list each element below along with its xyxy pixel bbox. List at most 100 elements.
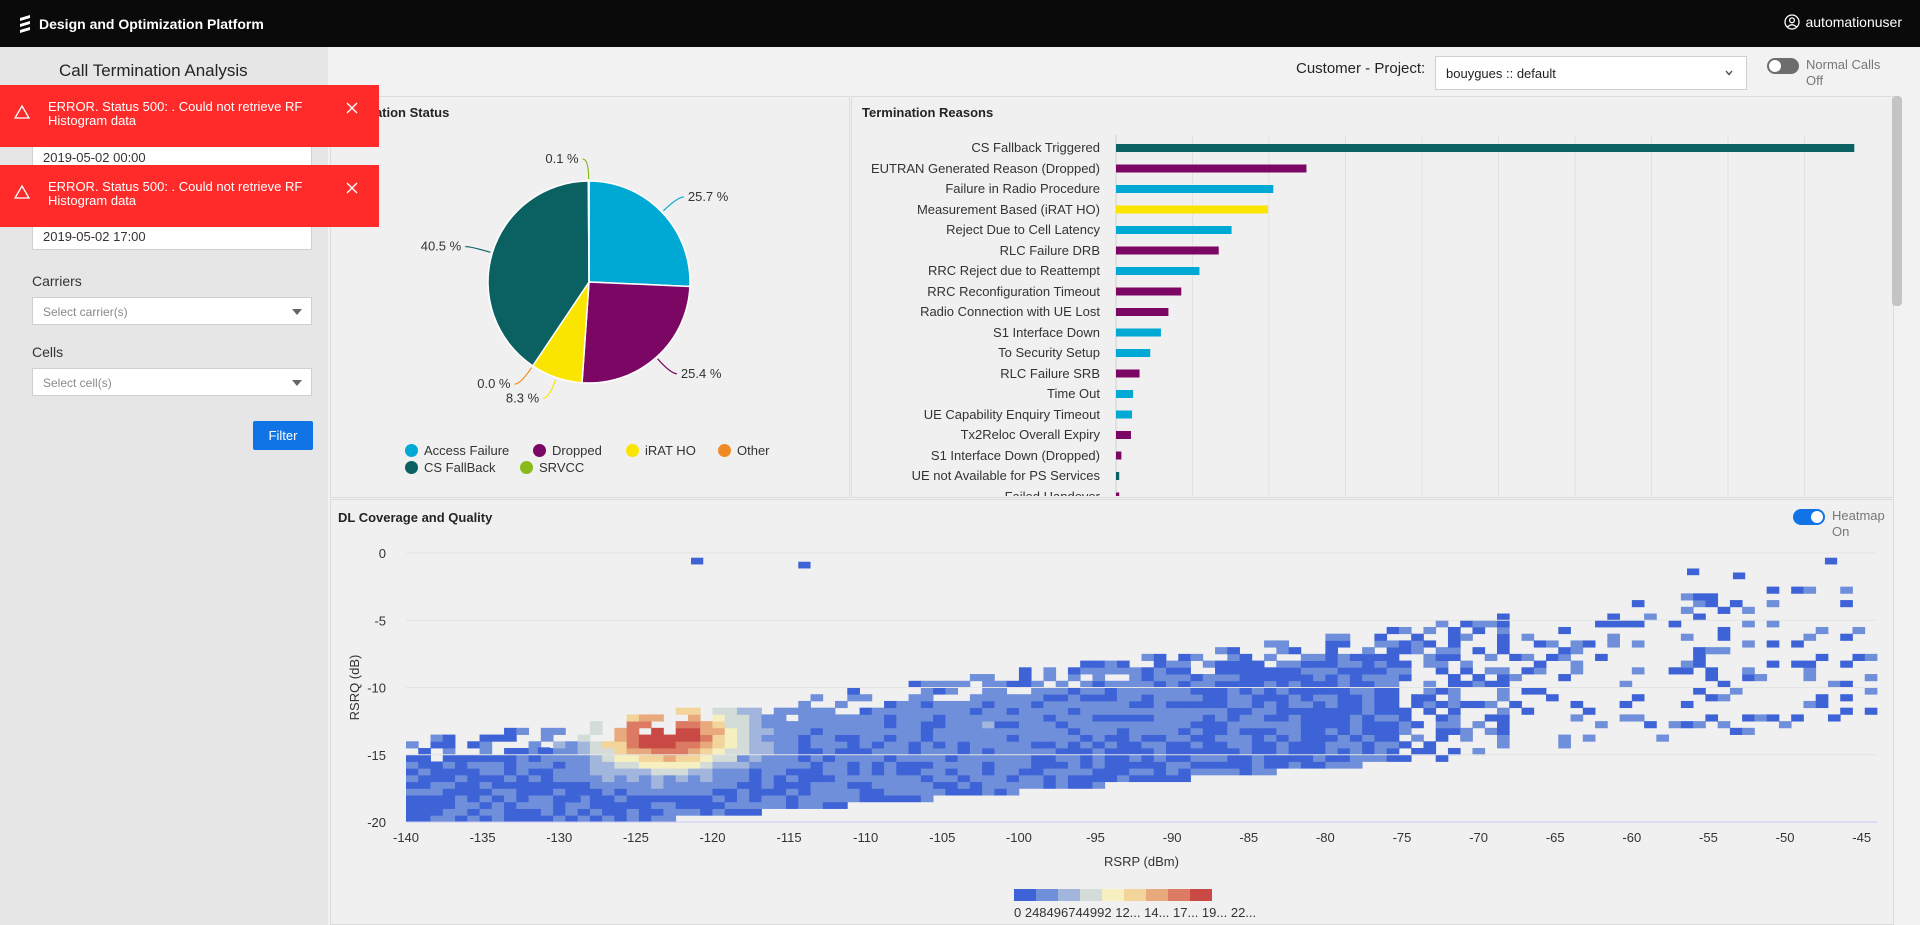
pie-slice[interactable] [487, 180, 590, 367]
heatmap-cell [712, 788, 726, 796]
heatmap-cell [700, 801, 713, 809]
heatmap-cell [1276, 700, 1289, 709]
bar[interactable] [1116, 390, 1134, 398]
heatmap-cell [1337, 694, 1351, 702]
heatmap-cell [712, 754, 726, 762]
legend-item[interactable]: SRVCC [520, 460, 584, 475]
heatmap-cell [1447, 626, 1461, 635]
heatmap-cell [712, 734, 726, 742]
normal-calls-state: Off [1806, 73, 1824, 88]
heatmap-cell [736, 741, 750, 749]
pie-slice[interactable] [587, 180, 590, 283]
heatmap-cell [418, 768, 431, 776]
heatmap-cell [553, 788, 566, 796]
heatmap-toggle[interactable] [1793, 509, 1825, 525]
bar[interactable] [1116, 287, 1182, 296]
heatmap-cell [1166, 748, 1179, 756]
pie-slice[interactable] [588, 180, 691, 288]
bar[interactable] [1116, 492, 1120, 497]
bar[interactable] [1116, 410, 1133, 419]
heatmap-cell [1104, 754, 1118, 762]
heatmap-cell [1178, 761, 1191, 769]
heatmap-cell [1190, 674, 1204, 682]
heatmap-cell [1055, 754, 1069, 762]
heatmap-cell [479, 788, 493, 796]
heatmap-cell [1337, 653, 1351, 661]
heatmap-cell [896, 795, 909, 803]
heatmap-cell [957, 761, 971, 769]
heatmap-cell [1349, 680, 1363, 688]
filter-button[interactable]: Filter [253, 421, 313, 450]
heatmap-cell [1680, 660, 1694, 668]
close-icon[interactable] [345, 181, 359, 195]
heatmap-cell [663, 788, 677, 796]
carriers-select[interactable]: Select carrier(s) [32, 297, 312, 325]
bar[interactable] [1116, 164, 1307, 173]
bar[interactable] [1116, 226, 1232, 234]
legend-item[interactable]: CS FallBack [405, 460, 496, 475]
colorbar-swatch [1146, 889, 1168, 901]
bar[interactable] [1116, 328, 1161, 337]
bar[interactable] [1116, 431, 1131, 439]
heatmap-cell [1227, 647, 1240, 655]
heatmap-cell [1227, 660, 1240, 668]
heatmap-cell [700, 761, 713, 769]
heatmap-cell [1067, 741, 1081, 749]
heatmap-cell [1374, 721, 1388, 729]
bar[interactable] [1116, 451, 1122, 460]
project-select[interactable]: bouygues :: default [1435, 56, 1747, 90]
bar[interactable] [1116, 369, 1140, 378]
bar[interactable] [1116, 205, 1268, 214]
close-icon[interactable] [345, 101, 359, 115]
legend-item[interactable]: Access Failure [405, 443, 509, 458]
bar[interactable] [1116, 349, 1151, 357]
heatmap-cell [1067, 667, 1081, 675]
heatmap-cell [1496, 667, 1510, 675]
legend-item[interactable]: Dropped [533, 443, 602, 458]
heatmap-cell [1509, 653, 1522, 661]
bar[interactable] [1116, 267, 1200, 275]
bar[interactable] [1116, 144, 1855, 152]
heatmap-cell [565, 801, 579, 809]
heatmap-cell [1239, 741, 1253, 749]
user-menu[interactable]: automationuser [1784, 14, 1902, 30]
heatmap-cell [1337, 640, 1351, 648]
heatmap-cell [1313, 667, 1326, 675]
heatmap-cell [835, 788, 848, 796]
heatmap-cell [712, 741, 726, 749]
heatmap-cell [1607, 620, 1620, 628]
heatmap-cell [1398, 741, 1412, 749]
heatmap-cell [700, 721, 713, 729]
heatmap-cell [1717, 694, 1731, 702]
app-brand[interactable]: Design and Optimization Platform [18, 13, 264, 35]
heatmap-cell [1092, 721, 1106, 729]
heatmap-cell [1202, 768, 1216, 776]
heatmap-cell [430, 815, 444, 823]
heatmap-cell [712, 761, 726, 769]
legend-item[interactable]: Other [718, 443, 770, 458]
heatmap-cell [835, 795, 848, 803]
heatmap-cell [773, 721, 787, 729]
normal-calls-toggle[interactable] [1767, 58, 1799, 74]
reasons-scrollbar[interactable] [1892, 96, 1902, 306]
cells-select[interactable]: Select cell(s) [32, 368, 312, 396]
heatmap-cell [920, 788, 934, 796]
heatmap-cell [504, 734, 517, 742]
bar[interactable] [1116, 308, 1169, 316]
heatmap-cell [1619, 620, 1633, 628]
heatmap-cell [1190, 734, 1204, 742]
dl-coverage-heatmap: 0-5-10-15-20-140 -135 -130 -125 -120 -115 -110… [347, 546, 1878, 920]
heatmap-cell [700, 734, 713, 742]
bar[interactable] [1116, 472, 1120, 480]
pie-slice[interactable] [581, 281, 691, 384]
heatmap-cell [969, 774, 983, 783]
legend-item[interactable]: iRAT HO [626, 443, 696, 458]
heatmap-cell [528, 768, 542, 776]
heatmap-cell [442, 801, 456, 809]
heatmap-cell [1092, 674, 1106, 682]
heatmap-cell [1116, 714, 1130, 722]
heatmap-cell [675, 781, 689, 789]
bar[interactable] [1116, 185, 1274, 193]
bar[interactable] [1116, 246, 1219, 255]
heatmap-cell [1239, 714, 1253, 722]
